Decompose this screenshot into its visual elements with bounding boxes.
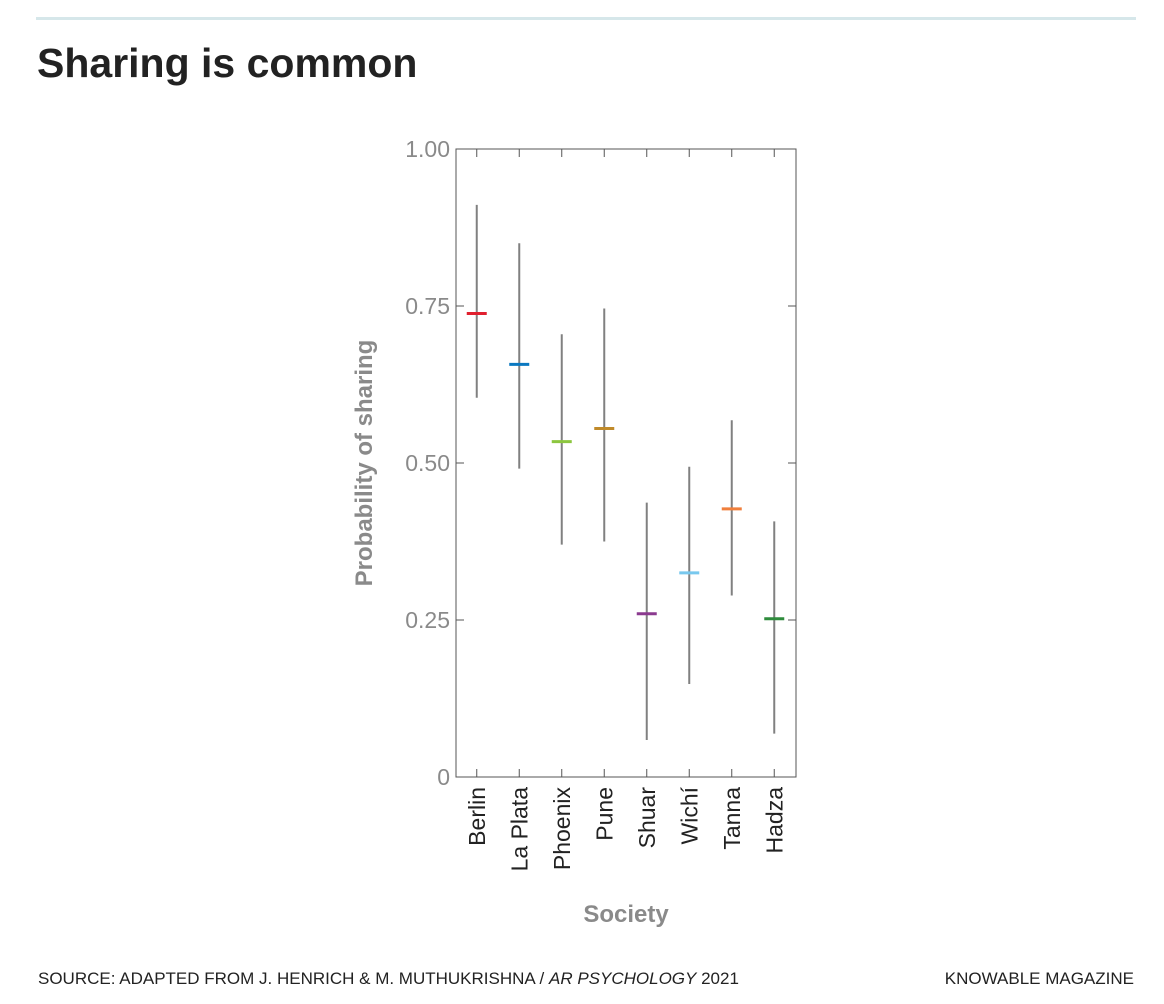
top-rule: [36, 17, 1136, 20]
y-tick-label: 0: [437, 764, 450, 790]
y-tick-label: 0.75: [405, 293, 450, 319]
page-title: Sharing is common: [37, 40, 418, 86]
y-tick-label: 1.00: [405, 136, 450, 162]
y-tick-label: 0.25: [405, 607, 450, 633]
x-tick-label: Shuar: [634, 787, 660, 849]
x-tick-label: Tanna: [719, 787, 745, 850]
source-text: SOURCE: ADAPTED FROM J. HENRICH & M. MUT…: [38, 969, 549, 988]
y-tick-label: 0.50: [405, 450, 450, 476]
y-axis-label: Probability of sharing: [351, 340, 378, 587]
x-axis-label: Society: [583, 901, 669, 928]
x-tick-label: Pune: [591, 787, 617, 841]
x-tick-label: Phoenix: [549, 787, 575, 871]
plot-frame: [455, 148, 797, 778]
brand-credit: KNOWABLE MAGAZINE: [944, 969, 1134, 988]
x-tick-label: Hadza: [761, 787, 787, 854]
source-journal: AR PSYCHOLOGY: [549, 969, 697, 988]
x-tick-label: La Plata: [506, 787, 532, 872]
x-tick-label: Berlin: [464, 787, 490, 846]
source-credit: SOURCE: ADAPTED FROM J. HENRICH & M. MUT…: [38, 969, 739, 989]
x-tick-label: Wichí: [676, 786, 702, 844]
source-year: 2021: [696, 969, 739, 988]
